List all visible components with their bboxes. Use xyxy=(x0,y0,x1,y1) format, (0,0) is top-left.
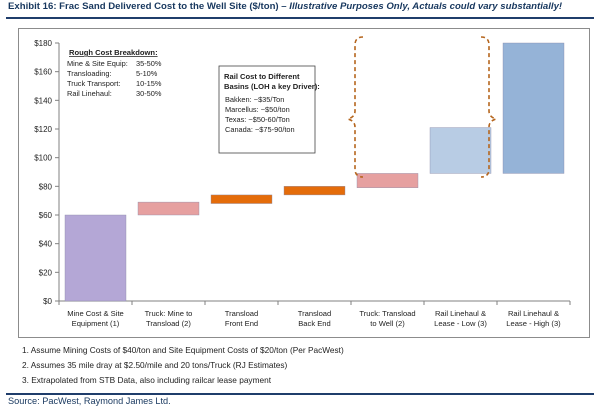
x-category-label: Lease - Low (3) xyxy=(434,319,487,328)
rail-cost-row: Canada: ~$75-90/ton xyxy=(225,125,295,134)
y-tick-label: $40 xyxy=(39,240,53,249)
waterfall-chart: $0 $20 $40 $60 $80 $100 $120 $140 $160 $180 Mine C… xyxy=(34,36,571,328)
x-category-label: Transload (2) xyxy=(146,319,191,328)
title-divider xyxy=(6,17,594,19)
footnote-1: 1. Assume Mining Costs of $40/ton and Si… xyxy=(22,345,344,355)
x-category-label: Rail Linehaul & xyxy=(508,309,559,318)
y-tick-label: $120 xyxy=(34,125,52,134)
chart-frame: $0 $20 $40 $60 $80 $100 $120 $140 $160 $180 Mine C… xyxy=(18,28,590,338)
cost-bar xyxy=(356,173,419,188)
cost-bar xyxy=(64,214,127,302)
rail-cost-title: Rail Cost to Different xyxy=(224,72,300,81)
footnote-3: 3. Extrapolated from STB Data, also incl… xyxy=(22,375,272,385)
rough-cost-value: 10-15% xyxy=(136,79,162,88)
y-tick-label: $180 xyxy=(34,39,52,48)
x-category-label: Transload xyxy=(225,309,259,318)
rough-cost-label: Transloading: xyxy=(67,69,112,78)
cost-bar xyxy=(137,201,200,216)
x-category-label: Transload xyxy=(298,309,332,318)
rough-cost-label: Rail Linehaul: xyxy=(67,89,112,98)
left-bracket xyxy=(345,36,364,178)
x-category-label: Lease - High (3) xyxy=(506,319,561,328)
rail-cost-row: Texas: ~$50-60/Ton xyxy=(225,115,290,124)
source-note: Source: PacWest, Raymond James Ltd. xyxy=(8,396,171,406)
x-category-label: Front End xyxy=(225,319,258,328)
x-category-label: Mine Cost & Site xyxy=(67,309,124,318)
rough-cost-box xyxy=(63,44,170,102)
y-tick-label: $0 xyxy=(43,297,52,306)
x-category-label: Truck: Mine to xyxy=(145,309,193,318)
rail-cost-title: Basins (LOH a key Driver): xyxy=(224,82,320,91)
y-tick-label: $60 xyxy=(39,211,53,220)
rough-cost-value: 30-50% xyxy=(136,89,162,98)
cost-bar xyxy=(283,186,346,196)
rough-cost-label: Truck Transport: xyxy=(67,79,121,88)
rough-cost-value: 5-10% xyxy=(136,69,158,78)
title-subtitle: – Illustrative Purposes Only, Actuals co… xyxy=(278,1,563,12)
rough-cost-title: Rough Cost Breakdown: xyxy=(69,48,158,57)
title-main: Exhibit 16: Frac Sand Delivered Cost to … xyxy=(8,1,279,12)
cost-bar xyxy=(210,194,273,204)
y-tick-label: $80 xyxy=(39,182,53,191)
rail-cost-row: Marcellus: ~$50/ton xyxy=(225,105,290,114)
right-bracket xyxy=(480,36,499,178)
cost-bar xyxy=(502,42,565,174)
rail-cost-box xyxy=(218,65,316,154)
y-tick-label: $140 xyxy=(34,96,52,105)
page-title: Exhibit 16: Frac Sand Delivered Cost to … xyxy=(8,1,562,12)
rough-cost-value: 35-50% xyxy=(136,59,162,68)
source-divider xyxy=(6,393,594,395)
y-tick-label: $20 xyxy=(39,268,53,277)
x-category-label: Back End xyxy=(298,319,331,328)
y-tick-label: $100 xyxy=(34,154,52,163)
x-category-label: Rail Linehaul & xyxy=(435,309,486,318)
rough-cost-label: Mine & Site Equip: xyxy=(67,59,128,68)
footnote-2: 2. Assumes 35 mile dray at $2.50/mile an… xyxy=(22,360,288,370)
rail-cost-row: Bakken: ~$35/Ton xyxy=(225,95,284,104)
cost-bar xyxy=(429,127,492,174)
x-category-label: Equipment (1) xyxy=(72,319,120,328)
y-tick-label: $160 xyxy=(34,68,52,77)
x-category-label: to Well (2) xyxy=(370,319,405,328)
x-category-label: Truck: Transload xyxy=(359,309,415,318)
